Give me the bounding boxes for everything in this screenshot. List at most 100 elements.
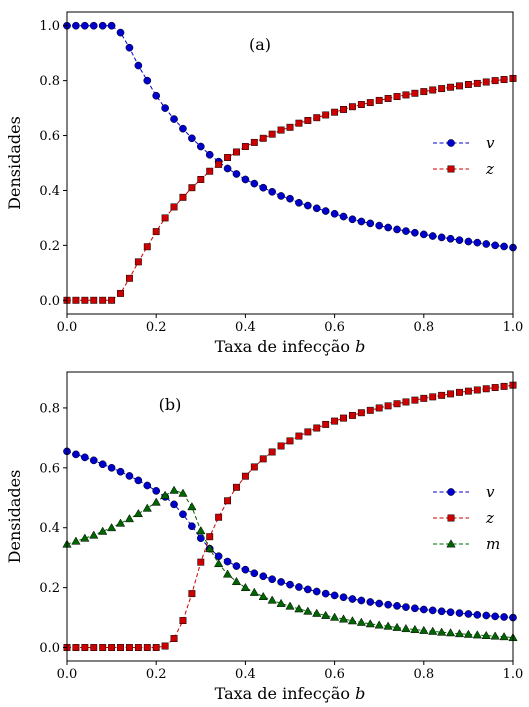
y-tick-label: 0.4 — [39, 184, 60, 199]
data-point-v — [107, 21, 116, 30]
y-axis-label: Densidades — [5, 116, 24, 210]
data-point-z — [384, 402, 392, 410]
data-point-m — [356, 617, 366, 626]
y-tick-label: 1.0 — [39, 19, 60, 34]
data-point-m — [258, 591, 268, 601]
data-point-m — [312, 608, 322, 617]
y-tick-label: 0.8 — [39, 401, 60, 416]
series-line-z — [67, 77, 514, 301]
data-point-z — [473, 386, 481, 394]
x-tick-label: 0.8 — [413, 320, 434, 335]
data-point-v — [286, 580, 294, 589]
data-point-m — [365, 619, 375, 628]
data-point-v — [196, 142, 205, 151]
data-point-v — [143, 481, 152, 490]
data-point-z — [331, 417, 339, 425]
data-point-z — [456, 82, 463, 90]
data-point-z — [402, 91, 410, 99]
data-point-v — [393, 602, 401, 610]
data-point-v — [473, 611, 482, 619]
data-point-z — [402, 398, 410, 406]
data-point-v — [419, 230, 428, 239]
data-point-z — [72, 296, 80, 304]
legend-label-v: v — [486, 134, 495, 152]
data-point-v — [295, 198, 303, 207]
data-point-z — [259, 134, 267, 142]
data-point-m — [106, 523, 117, 532]
data-point-z — [491, 77, 499, 85]
data-point-z — [161, 214, 169, 222]
legend: vz — [433, 134, 495, 178]
data-point-m — [196, 526, 206, 535]
data-point-z — [108, 296, 116, 304]
data-point-z — [134, 644, 142, 651]
y-axis-label: Densidades — [5, 470, 24, 564]
x-tick-label: 1.0 — [503, 320, 524, 335]
data-point-m — [160, 490, 170, 499]
data-point-v — [223, 557, 232, 566]
data-point-z — [340, 106, 347, 113]
data-point-z — [438, 85, 446, 93]
data-point-v — [464, 610, 473, 618]
data-point-v — [357, 596, 366, 605]
x-tick-label: 0.8 — [413, 667, 434, 682]
legend-label-m: m — [486, 535, 500, 553]
data-point-v — [80, 453, 89, 462]
data-point-v — [491, 241, 500, 250]
data-point-v — [152, 487, 161, 495]
data-point-m — [187, 502, 197, 511]
data-point-v — [241, 565, 250, 574]
data-point-m — [347, 616, 358, 625]
data-point-z — [241, 143, 249, 150]
y-tick-label: 0.6 — [39, 461, 60, 476]
y-tick-label: 0.8 — [39, 74, 60, 89]
panel-label: (b) — [159, 395, 182, 414]
data-point-m — [80, 533, 90, 542]
legend-marker-z — [447, 514, 455, 522]
data-point-v — [89, 456, 98, 465]
data-point-z — [72, 644, 80, 651]
series-v — [63, 21, 517, 252]
data-point-m — [463, 629, 474, 638]
data-point-z — [197, 176, 205, 183]
data-point-v — [303, 585, 312, 594]
data-point-z — [313, 424, 321, 432]
panel-label: (a) — [249, 35, 271, 54]
data-point-v — [348, 595, 357, 603]
data-point-v — [384, 223, 392, 232]
legend-marker-v — [447, 488, 455, 496]
data-point-v — [268, 187, 277, 196]
data-point-z — [348, 103, 356, 111]
data-point-v — [393, 225, 401, 234]
data-point-m — [445, 628, 456, 637]
data-point-z — [250, 138, 258, 146]
data-point-z — [286, 123, 294, 131]
data-point-z — [179, 193, 187, 201]
data-point-v — [196, 534, 205, 543]
data-point-v — [268, 575, 277, 584]
x-tick-label: 0.4 — [235, 320, 256, 335]
data-point-m — [428, 626, 438, 635]
data-point-z — [313, 114, 321, 122]
legend-marker-z — [447, 165, 455, 173]
data-point-z — [482, 78, 490, 86]
data-point-v — [72, 21, 80, 30]
data-point-z — [188, 590, 196, 598]
data-point-z — [304, 428, 312, 436]
x-tick-label: 0.6 — [324, 667, 345, 682]
data-point-v — [259, 183, 268, 192]
data-point-z — [125, 274, 133, 282]
data-point-v — [464, 237, 473, 246]
data-point-z — [286, 437, 294, 445]
data-point-z — [170, 203, 178, 211]
data-point-z — [206, 533, 214, 541]
data-point-v — [98, 21, 107, 30]
data-point-z — [464, 81, 472, 88]
data-point-m — [231, 576, 242, 586]
y-tick-label: 0.4 — [39, 521, 60, 536]
data-point-z — [268, 130, 276, 138]
data-point-v — [134, 61, 143, 70]
data-point-z — [206, 167, 214, 175]
data-point-v — [161, 104, 169, 112]
data-point-m — [294, 604, 304, 613]
